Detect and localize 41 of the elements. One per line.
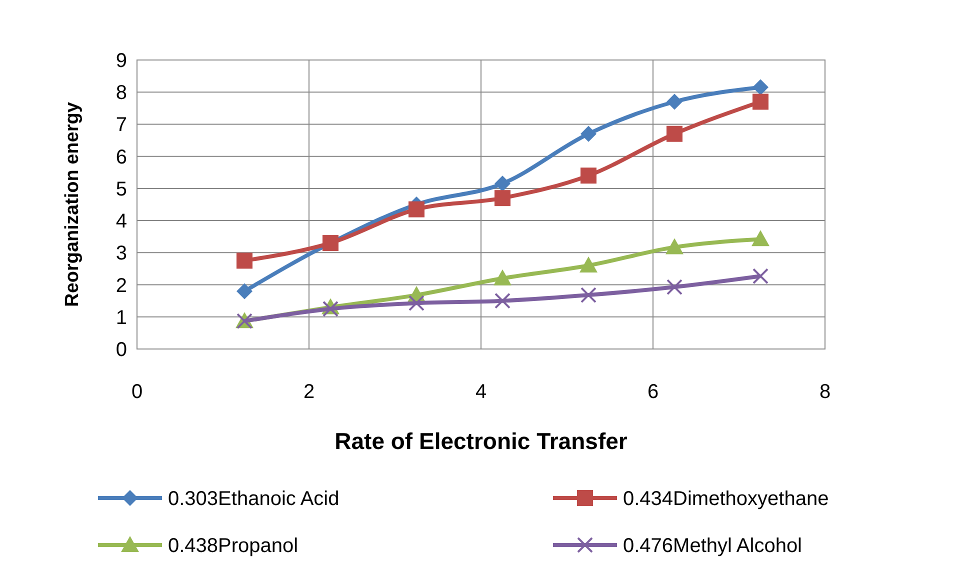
point: [580, 168, 596, 184]
legend-label: 0.438Propanol: [168, 535, 298, 557]
x-axis-title: Rate of Electronic Transfer: [334, 428, 628, 454]
x-tick-label: 4: [475, 381, 487, 403]
legend-label: 0.434Dimethoxyethane: [623, 488, 829, 510]
y-axis-title: Reorganization energy: [62, 102, 83, 307]
y-tick-label: 1: [116, 306, 127, 329]
point: [236, 252, 252, 269]
point: [752, 79, 768, 96]
point: [408, 295, 424, 312]
legend-label: 0.476Methyl Alcohol: [623, 535, 802, 557]
y-tick-label: 9: [116, 50, 127, 72]
point: [236, 283, 252, 300]
y-tick-label: 2: [116, 274, 127, 297]
y-tick-label: 7: [116, 114, 127, 136]
point: [666, 238, 684, 254]
point: [408, 201, 424, 218]
y-tick-label: 6: [116, 146, 127, 168]
y-tick-label: 8: [116, 82, 127, 104]
y-tick-label: 3: [116, 242, 127, 265]
x-tick-label: 6: [647, 381, 659, 403]
point: [580, 287, 596, 304]
point: [752, 94, 768, 110]
point: [752, 268, 768, 284]
y-tick-label: 5: [116, 178, 127, 200]
point: [666, 279, 682, 296]
y-tick-label: 4: [116, 210, 127, 233]
point: [666, 126, 682, 142]
point: [494, 190, 510, 206]
legend-label: 0.303Ethanoic Acid: [168, 488, 340, 510]
point: [752, 230, 770, 246]
x-tick-label: 8: [819, 381, 831, 403]
x-tick-label: 2: [303, 381, 315, 403]
point: [580, 256, 598, 273]
x-tick-label: 0: [131, 381, 143, 403]
point: [580, 126, 596, 142]
point: [494, 176, 510, 192]
point: [494, 269, 512, 286]
y-tick-label: 0: [116, 339, 127, 361]
point: [494, 292, 510, 309]
point: [666, 94, 682, 110]
